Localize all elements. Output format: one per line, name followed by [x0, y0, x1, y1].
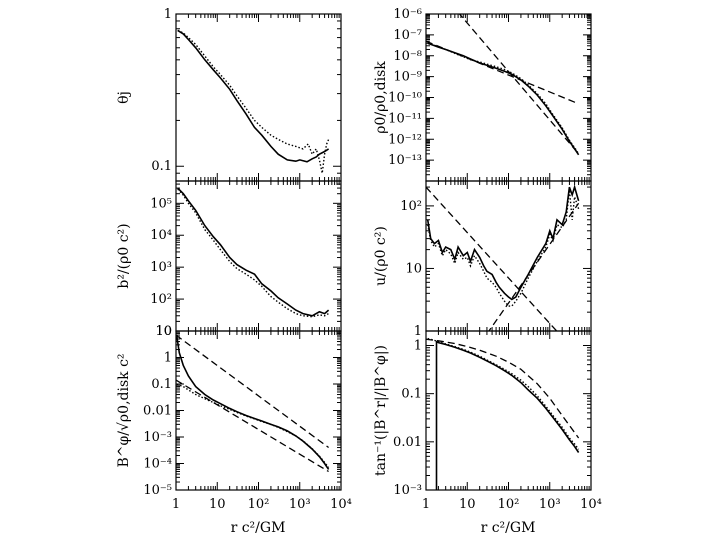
series-solid [435, 340, 580, 490]
y-tick-label: 1 [414, 338, 422, 353]
panel-theta-j: 0.1 1 θj [116, 7, 342, 182]
y-tick-label: 1 [164, 351, 172, 366]
panel-u: 1 10 10² u/(ρ0 c²) [373, 180, 592, 339]
panel-rho0: 10⁻¹³ 10⁻¹² 10⁻¹¹ 10⁻¹⁰ 10⁻⁹ 10⁻⁸ 10⁻⁷ 10⁻⁶ ρ0/ρ… [373, 7, 592, 182]
y-tick-label: 10⁻³ [393, 483, 422, 498]
x-tick-label: 1 [422, 497, 430, 512]
y-tick-label: 10⁻¹⁰ [388, 91, 422, 106]
y-tick-label: 0.01 [393, 435, 422, 450]
y-axis-label: b²/(ρ0 c²) [116, 223, 132, 288]
panel-bphi: 10⁻⁵ 10⁻⁴ 10⁻³ 0.01 0.1 1 10 1 10 10² 10³ 10⁴ B^φ/√ρ… [116, 324, 352, 512]
x-tick-label: 10⁴ [330, 497, 352, 512]
y-tick-label: 0.01 [143, 404, 172, 419]
x-tick-label: 10² [248, 497, 270, 512]
panel-frame [425, 180, 592, 332]
panel-b2: 10 10² 10³ 10⁴ 10⁵ b²/(ρ0 c²) [116, 180, 342, 339]
y-axis-label: tan⁻¹(|B^r|/|B^φ|) [373, 345, 389, 476]
series-dotted [427, 42, 580, 155]
panel-tan: 10⁻³ 0.01 0.1 1 1 10 10² 10³ 10⁴ tan⁻¹(|B^r|/|B^φ… [373, 330, 602, 512]
series-solid [177, 187, 330, 317]
y-tick-label: 10⁻¹³ [388, 153, 422, 168]
y-tick-label: 10 [155, 324, 172, 339]
y-tick-label: 10⁻⁶ [393, 7, 422, 22]
y-tick-label: 0.1 [151, 159, 172, 174]
y-tick-label: 10³ [150, 260, 172, 275]
x-tick-label: 10³ [539, 497, 561, 512]
y-tick-label: 10² [400, 199, 422, 214]
y-tick-label: 0.1 [151, 377, 172, 392]
series-dotted [177, 188, 329, 318]
y-tick-label: 10⁻³ [143, 430, 172, 445]
x-tick-label: 1 [172, 497, 180, 512]
panel-frame [175, 180, 342, 332]
x-tick-label: 10 [459, 497, 476, 512]
series-dashed [488, 202, 580, 331]
series-solid [177, 29, 330, 163]
series-dotted [176, 383, 330, 469]
y-tick-label: 10⁻⁴ [143, 457, 172, 472]
y-axis-label: θj [116, 91, 132, 104]
y-tick-label: 1 [414, 324, 422, 339]
y-tick-label: 10 [405, 261, 422, 276]
series-solid [427, 42, 580, 156]
y-tick-label: 1 [164, 7, 172, 22]
y-tick-label: 10² [150, 292, 172, 307]
series-dashed [458, 14, 580, 155]
y-tick-label: 0.1 [401, 387, 422, 402]
y-tick-label: 10⁻⁸ [393, 49, 422, 64]
panel-frame [175, 330, 342, 491]
y-tick-label: 10 [155, 324, 172, 339]
series-dashed [426, 186, 558, 331]
y-tick-label: 10⁻⁹ [393, 70, 422, 85]
series-solid [426, 184, 580, 301]
y-tick-label: 10⁴ [150, 228, 172, 243]
y-tick-label: 10⁻⁷ [393, 28, 422, 43]
x-tick-label: 10² [498, 497, 520, 512]
series-dashed [176, 379, 329, 473]
x-tick-label: 10⁴ [580, 497, 602, 512]
series-solid [176, 336, 330, 470]
x-tick-label: 10 [209, 497, 226, 512]
x-axis-label-left: r c²/GM [231, 520, 286, 536]
x-axis-label-right: r c²/GM [481, 520, 536, 536]
series-dashed [426, 40, 579, 105]
panel-frame [425, 13, 592, 182]
series-dotted [427, 189, 580, 307]
y-axis-label: u/(ρ0 c²) [373, 226, 389, 286]
series-dashed [426, 338, 580, 439]
y-tick-label: 10⁻¹¹ [388, 111, 422, 126]
series-dotted [177, 29, 330, 174]
y-tick-label: 10⁵ [150, 196, 172, 211]
series-dashed [176, 334, 329, 449]
y-axis-label: B^φ/√ρ0,disk c² [116, 353, 132, 467]
series-dotted [427, 337, 580, 450]
y-axis-label: ρ0/ρ0,disk [373, 61, 389, 134]
x-tick-label: 10³ [289, 497, 311, 512]
panel-frame [425, 330, 592, 491]
y-tick-label: 10⁻⁵ [143, 483, 172, 498]
y-tick-label: 10⁻¹² [388, 132, 422, 147]
